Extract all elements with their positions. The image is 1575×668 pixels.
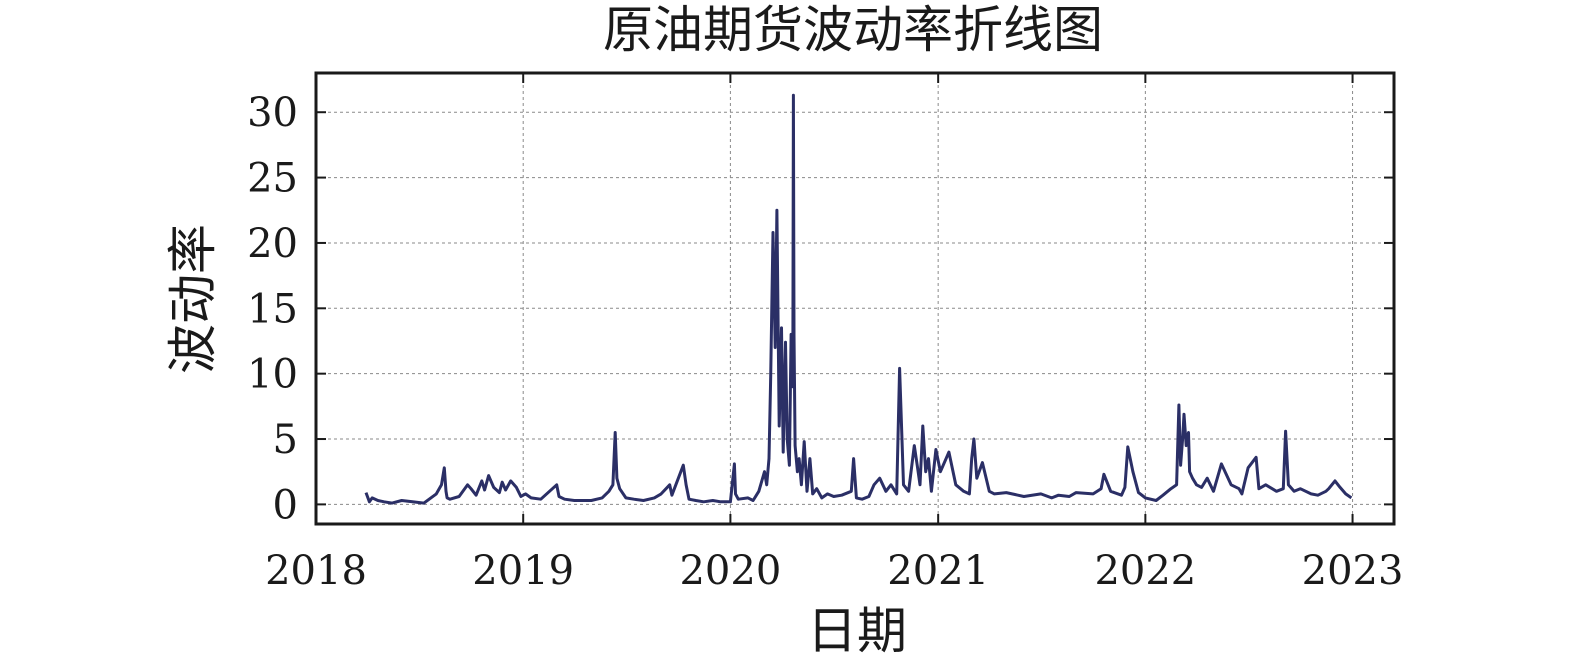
y-tick-label: 0 bbox=[273, 482, 298, 528]
y-tick-label: 20 bbox=[247, 221, 298, 267]
x-tick-label: 2019 bbox=[472, 548, 574, 594]
x-tick-labels: 2018 2019 2020 2021 2022 2023 bbox=[265, 548, 1403, 594]
x-tick-label: 2021 bbox=[887, 548, 989, 594]
x-tick-label: 2020 bbox=[679, 548, 781, 594]
grid-lines bbox=[316, 73, 1394, 524]
chart-title: 原油期货波动率折线图 bbox=[603, 1, 1103, 59]
y-tick-label: 15 bbox=[247, 286, 298, 332]
x-tick-label: 2018 bbox=[265, 548, 367, 594]
y-tick-label: 30 bbox=[247, 90, 298, 136]
x-tick-label: 2023 bbox=[1302, 548, 1404, 594]
volatility-series-line bbox=[364, 93, 1353, 505]
plot-frame bbox=[314, 71, 1396, 526]
x-axis-label: 日期 bbox=[807, 602, 907, 660]
y-tick-label: 25 bbox=[247, 156, 298, 202]
y-tick-label: 5 bbox=[273, 417, 298, 463]
y-axis-label: 波动率 bbox=[164, 224, 222, 374]
y-tick-label: 10 bbox=[247, 352, 298, 398]
axis-ticks bbox=[315, 73, 1394, 524]
y-tick-labels: 0 5 10 15 20 25 30 bbox=[247, 90, 298, 528]
x-tick-label: 2022 bbox=[1094, 548, 1196, 594]
